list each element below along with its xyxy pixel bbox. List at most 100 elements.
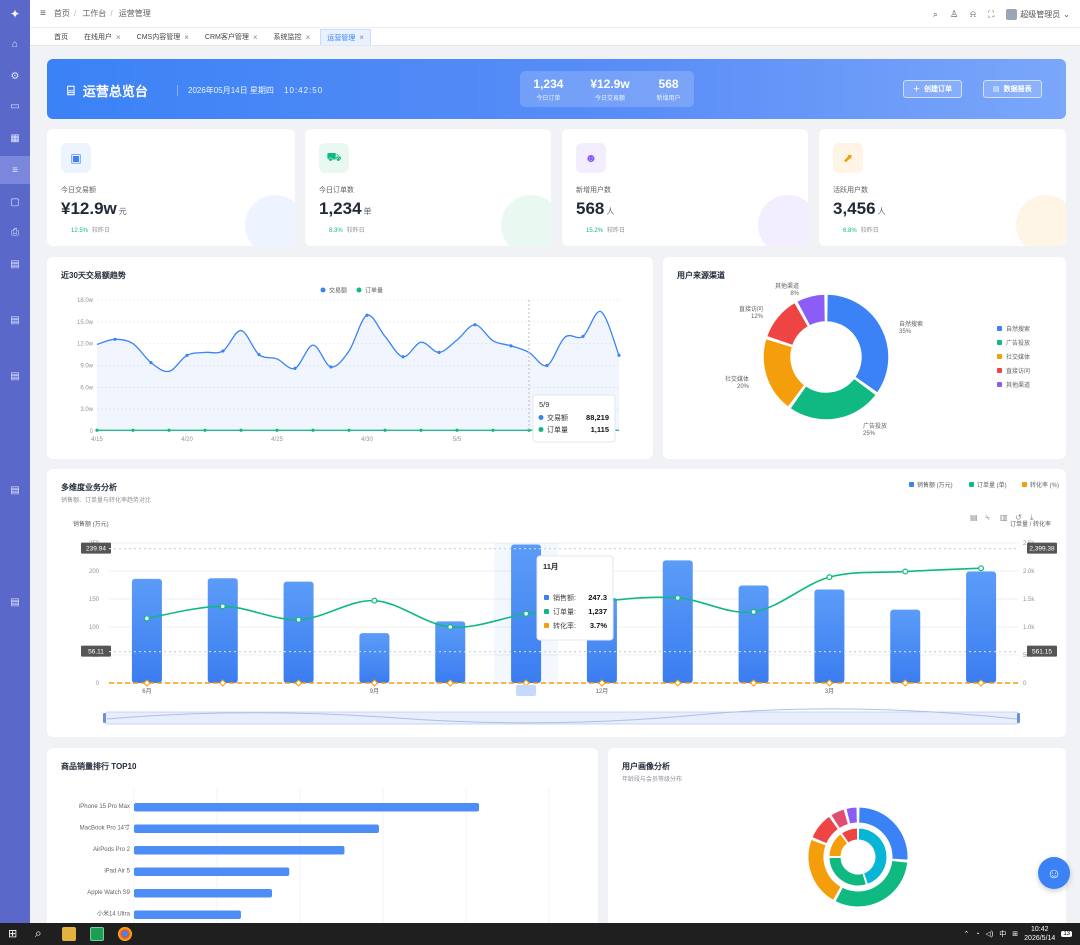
dashboard-icon[interactable]: ≡ (0, 156, 30, 184)
axis-marker-label: 561.15 (1032, 649, 1052, 656)
tooltip-value: 247.3 (588, 593, 607, 602)
robot-assistant-button[interactable]: ☺ (1038, 857, 1070, 889)
kpi-number: 3,456 (833, 199, 876, 218)
breadcrumb-workbench[interactable]: 工作台 (82, 9, 107, 18)
breadcrumb-home[interactable]: 首页 (53, 9, 70, 18)
search-icon[interactable]: ⌕ (35, 926, 42, 940)
tab-operations[interactable]: 运营管理 × (320, 29, 371, 45)
hero-title: ⌸ 运营总览台 (67, 81, 148, 100)
button-label: 创建订单 (924, 86, 952, 93)
close-icon[interactable]: × (359, 33, 364, 42)
data-report-button[interactable]: ▤ 数据报表 (983, 80, 1042, 98)
slice-label: 社交媒体 (725, 375, 749, 383)
breadcrumb-current: 运营管理 (118, 9, 151, 18)
data-point (311, 428, 315, 432)
button-label: 数据报表 (1003, 86, 1032, 93)
hamburger-icon[interactable]: ≡ (40, 8, 46, 19)
stat-label: 新增用户 (656, 95, 681, 102)
shirt-icon[interactable]: ♙ (949, 8, 959, 19)
stat-value: 568 (658, 76, 679, 91)
legend-marker (997, 354, 1002, 359)
donut-slice (834, 859, 909, 908)
close-icon[interactable]: × (116, 32, 121, 42)
network-icon[interactable]: ◔ (975, 930, 980, 938)
chart-icon: ⬈ (833, 143, 863, 173)
clock-date: 2026/5/14 (1024, 935, 1056, 942)
close-icon[interactable]: × (252, 32, 258, 42)
close-icon[interactable]: × (184, 32, 189, 42)
tooltip-label: 交易额 (547, 413, 568, 422)
settings-icon[interactable]: ⚙ (10, 70, 20, 82)
y-tick-label: 12.0w (77, 342, 94, 348)
card-title: 商品销量排行 TOP10 (61, 762, 137, 771)
presentation-icon: ⌸ (67, 82, 75, 98)
windows-start-icon[interactable]: ⊞ (8, 928, 18, 940)
ranking-chart[interactable]: iPhone 15 Pro Max MacBook Pro 14寸 AirPods … (47, 748, 598, 923)
kpi-value: 1,234 单 (319, 199, 372, 219)
menu-icon-5[interactable]: ▤ (10, 596, 20, 608)
card-subtitle: 销售额、订单量与转化率趋势对比 (61, 498, 152, 504)
donut-slice (828, 856, 868, 887)
tab-home[interactable]: 首页 (48, 29, 74, 45)
app-logo[interactable]: ✦ (9, 7, 21, 21)
decorative-circle (501, 195, 551, 246)
trend-card: 近30天交易额趋势 交易额 订单量 18.0w 15.0w 12.0w 9.0w 6.0w 3… (47, 257, 653, 459)
search-icon[interactable]: ⌕ (932, 8, 938, 19)
tab-cms[interactable]: CMS内容管理 × (131, 29, 195, 45)
tab-label: CMS内容管理 (136, 34, 181, 41)
topbar: ≡ 首页 / 工作台 / 运营管理 ⌕ ♙ ⍾ ⛶ 超级管理员 ⌄ (30, 0, 1080, 28)
user-menu[interactable]: 超级管理员 ⌄ (1006, 8, 1070, 20)
tab-system-monitor[interactable]: 系统监控 × (268, 29, 317, 45)
bell-icon[interactable]: ⍾ (970, 8, 976, 19)
clock-time: 10:42 (1030, 926, 1049, 933)
close-icon[interactable]: × (305, 32, 311, 42)
menu-icon-1[interactable]: ▤ (10, 258, 20, 270)
menu-icon-4[interactable]: ▤ (10, 484, 20, 496)
file-explorer-icon[interactable] (62, 927, 76, 941)
wallet-icon: ▣ (61, 143, 91, 173)
fullscreen-icon[interactable]: ⛶ (987, 8, 995, 19)
source-chart[interactable]: 自然搜索35%广告投放25%社交媒体20%直接访问12%其他渠道8%自然搜索广告… (663, 257, 1066, 459)
y-tick-label: 0 (90, 429, 94, 435)
menu-icon-2[interactable]: ▤ (10, 314, 20, 326)
data-point (95, 428, 99, 432)
legend-marker (1022, 482, 1027, 487)
tab-online-users[interactable]: 在线用户 × (78, 29, 127, 45)
calendar-icon[interactable]: ▦ (10, 132, 20, 144)
hero-stat-amount: ¥12.9w 今日交易额 (590, 77, 629, 102)
terminal-icon[interactable] (90, 927, 104, 941)
volume-icon[interactable]: ◁) (985, 931, 994, 938)
series-area (97, 311, 619, 431)
input-mode-icon[interactable]: ⊞ (1012, 931, 1019, 938)
kpi-label: 今日订单数 (319, 187, 354, 194)
tab-crm[interactable]: CRM客户管理 × (199, 29, 264, 45)
chevron-up-icon[interactable]: ⌃ (963, 931, 970, 938)
notification-badge[interactable]: 13 (1061, 931, 1072, 937)
data-point (203, 428, 207, 432)
monitor-icon[interactable]: ▭ (10, 100, 20, 112)
home-icon[interactable]: ⌂ (11, 38, 19, 50)
scrollbar[interactable] (1073, 46, 1080, 923)
bar (662, 560, 693, 683)
legend-marker (356, 287, 362, 293)
data-point (149, 360, 153, 365)
card-title: 近30天交易额趋势 (61, 271, 126, 280)
chrome-icon[interactable] (118, 927, 132, 941)
kpi-trend: 15.2% 较昨日 (586, 225, 625, 234)
slice-percent: 25% (863, 431, 876, 437)
axis-marker-box (81, 542, 111, 554)
input-language[interactable]: 中 (999, 931, 1007, 938)
create-order-button[interactable]: ＋ 创建订单 (903, 80, 962, 98)
printer-icon[interactable]: ⎙ (11, 226, 19, 238)
data-point (750, 608, 757, 615)
briefcase-icon[interactable]: ▢ (10, 196, 20, 208)
legend-marker (997, 368, 1002, 373)
multi-chart[interactable]: 销售额 (万元) 订单量 (单) 转化率 (%) ▤ ⍀ ▥ ↺ ⤓ 销售额 (万元) 订单量 /… (47, 469, 1066, 737)
toolbox-icon: ⤓ (1030, 513, 1034, 522)
user-name: 超级管理员 (1020, 9, 1061, 19)
portrait-chart[interactable] (608, 748, 1066, 923)
menu-icon-3[interactable]: ▤ (10, 370, 20, 382)
clock[interactable]: 10:42 2026/5/14 (1024, 925, 1055, 943)
stat-label: 今日交易额 (594, 95, 625, 102)
